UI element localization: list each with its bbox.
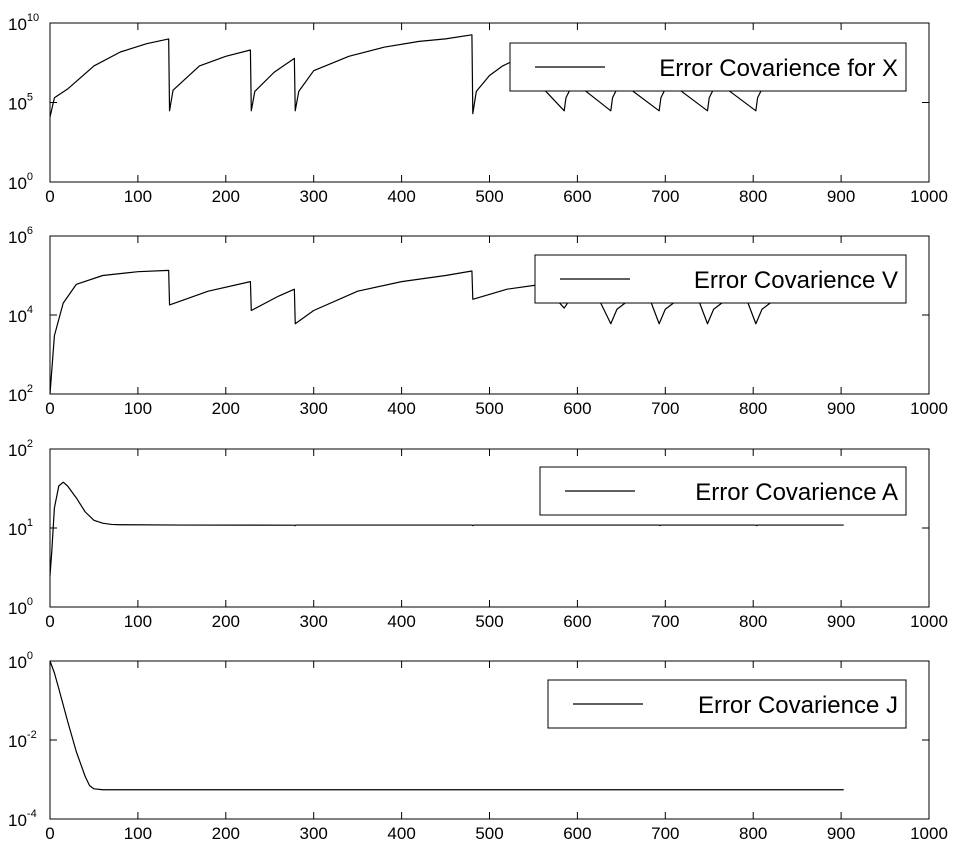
x-tick-label: 400: [387, 824, 415, 843]
x-tick-label: 400: [387, 612, 415, 631]
legend: Error Covarience V: [534, 254, 907, 304]
x-tick-label: 100: [124, 612, 152, 631]
panel-1: 0 100 200 300 400 500 600 700 800 900 1000 100 105 10…: [8, 12, 948, 206]
x-tick-label: 700: [651, 187, 679, 206]
x-tick-label: 200: [212, 612, 240, 631]
y-tick-label: 102: [8, 383, 33, 405]
x-tick-label: 1000: [910, 399, 948, 418]
x-tick-label: 0: [45, 399, 54, 418]
x-tick-label: 0: [45, 187, 54, 206]
x-tick-label: 900: [827, 824, 855, 843]
series-line: [49, 660, 844, 791]
x-tick-label: 800: [739, 187, 767, 206]
x-tick-label: 700: [651, 824, 679, 843]
x-tick-label: 800: [739, 612, 767, 631]
x-tick-label: 800: [739, 824, 767, 843]
x-tick-label: 700: [651, 612, 679, 631]
y-tick-label: 1010: [8, 12, 39, 34]
x-tick-label: 700: [651, 399, 679, 418]
x-tick-label: 0: [45, 612, 54, 631]
x-tick-label: 400: [387, 399, 415, 418]
x-tick-label: 600: [563, 187, 591, 206]
x-tick-label: 1000: [910, 612, 948, 631]
legend-label: Error Covarience A: [695, 479, 898, 506]
x-tick-label: 300: [300, 824, 328, 843]
series-line: [49, 269, 789, 395]
series-line: [49, 34, 767, 118]
legend-label: Error Covarience V: [694, 267, 898, 294]
x-tick-label: 900: [827, 187, 855, 206]
y-tick-label: 101: [8, 517, 33, 539]
x-tick-label: 500: [475, 824, 503, 843]
x-tick-label: 100: [124, 399, 152, 418]
x-tick-label: 1000: [910, 187, 948, 206]
y-tick-label: 104: [8, 304, 33, 326]
x-tick-label: 100: [124, 187, 152, 206]
x-tick-label: 100: [124, 824, 152, 843]
x-tick-label: 200: [212, 824, 240, 843]
x-tick-label: 600: [563, 612, 591, 631]
legend: Error Covarience A: [539, 466, 907, 516]
y-tick-label: 10-4: [8, 808, 37, 830]
y-tick-label: 10-2: [8, 729, 37, 751]
x-tick-label: 500: [475, 612, 503, 631]
x-tick-label: 300: [300, 612, 328, 631]
x-tick-label: 1000: [910, 824, 948, 843]
x-tick-label: 500: [475, 187, 503, 206]
panel-4: 0 100 200 300 400 500 600 700 800 900 1000 10-4 10-2…: [8, 650, 948, 843]
x-tick-label: 0: [45, 824, 54, 843]
x-tick-label: 600: [563, 399, 591, 418]
legend-label: Error Covarience J: [698, 692, 898, 719]
y-tick-label: 100: [8, 596, 33, 618]
legend-label: Error Covarience for X: [659, 55, 898, 82]
x-tick-label: 900: [827, 399, 855, 418]
y-tick-label: 102: [8, 438, 33, 460]
y-tick-label: 105: [8, 92, 33, 114]
x-tick-label: 400: [387, 187, 415, 206]
y-tick-label: 106: [8, 225, 33, 247]
x-tick-label: 200: [212, 399, 240, 418]
legend: Error Covarience J: [547, 679, 907, 729]
x-tick-label: 200: [212, 187, 240, 206]
panel-2: 0 100 200 300 400 500 600 700 800 900 1000 102 104 10…: [8, 225, 948, 418]
x-tick-label: 600: [563, 824, 591, 843]
y-tick-label: 100: [8, 171, 33, 193]
x-tick-label: 300: [300, 399, 328, 418]
y-tick-label: 100: [8, 650, 33, 672]
panel-3: 0 100 200 300 400 500 600 700 800 900 1000 100 101 10…: [8, 438, 948, 631]
x-tick-label: 900: [827, 612, 855, 631]
series-line: [49, 481, 844, 576]
x-tick-label: 500: [475, 399, 503, 418]
x-tick-label: 800: [739, 399, 767, 418]
x-tick-label: 300: [300, 187, 328, 206]
legend: Error Covarience for X: [509, 42, 907, 92]
